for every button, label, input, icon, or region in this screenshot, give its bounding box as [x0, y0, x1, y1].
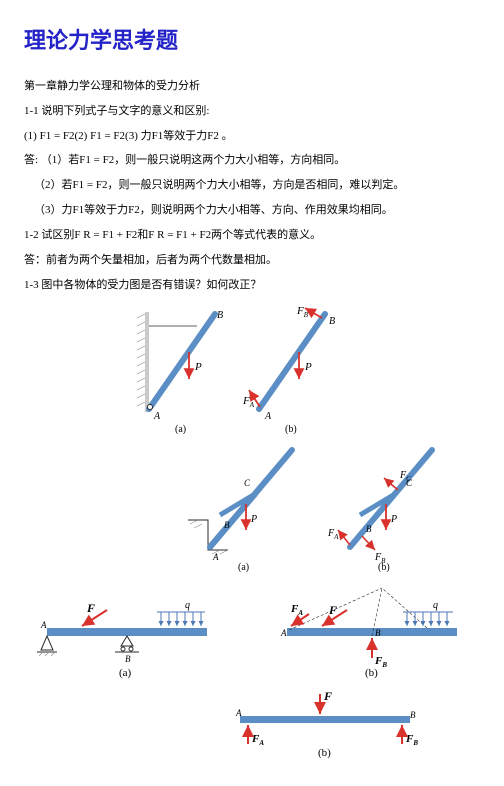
- label-P: P: [194, 361, 202, 373]
- f2b-P: P: [390, 514, 397, 525]
- f3b-A: A: [280, 628, 287, 638]
- figure-row-1: A B P (a) A B P FA FB (b): [0, 304, 480, 434]
- f2-cap-b: (b): [378, 562, 390, 572]
- label-fig-b: (b): [285, 424, 297, 434]
- f3-cap-a: (a): [119, 667, 132, 679]
- fig2: A B C P (a) FA FB FC B C P (b): [180, 442, 440, 572]
- f3a-B: B: [125, 654, 131, 664]
- figure-row-2: A B C P (a) FA FB FC B C P (b): [24, 442, 480, 572]
- figure-row-4: A B F FA FB (b): [24, 688, 480, 758]
- q1-1-ans: 答: （1）若F1 = F2，则一般只说明这两个力大小相等，方向相同。: [24, 150, 480, 171]
- f3b-F: F: [328, 603, 337, 617]
- f2b-B: B: [366, 524, 372, 534]
- label-P2: P: [304, 361, 312, 373]
- f2-B: B: [224, 520, 230, 530]
- figure-row-3: A B F q (a) A B FA F FB q (b): [24, 580, 480, 680]
- fig1: A B P (a) A B P FA FB (b): [127, 304, 347, 434]
- label-A2: A: [264, 411, 272, 422]
- q1-1: 1-1 说明下列式子与文字的意义和区别:: [24, 101, 480, 122]
- q1-2: 1-2 试区别F R = F1 + F2和F R = F1 + F2两个等式代表…: [24, 225, 480, 246]
- f3b-B: B: [375, 628, 381, 638]
- q1-3: 1-3 图中各物体的受力图是否有错误？如何改正？: [24, 275, 480, 296]
- f4-cap: (b): [318, 747, 331, 758]
- f3-cap-b: (b): [365, 667, 378, 679]
- f3b-FA: FA: [290, 603, 303, 617]
- q1-1-ans-3: （3）力F1等效于力F2，则说明两个力大小相等、方向、作用效果均相同。: [24, 200, 480, 221]
- label-B2: B: [329, 316, 335, 327]
- ans-label: 答:: [24, 154, 38, 166]
- f4-F: F: [323, 689, 332, 703]
- f2-C: C: [244, 478, 251, 488]
- f2-cap-a: (a): [238, 562, 249, 572]
- label-fig-a: (a): [175, 424, 186, 434]
- label-FB: FB: [296, 305, 309, 319]
- f3a-q: q: [185, 600, 190, 611]
- fig3: A B F q (a) A B FA F FB q (b): [27, 580, 477, 680]
- f4-FB: FB: [405, 733, 418, 747]
- q1-1-ans-2: （2）若F1 = F2，则一般只说明两个力大小相等，方向是否相同，难以判定。: [24, 175, 480, 196]
- label-B: B: [217, 310, 223, 321]
- q1-2-ans: 答：前者为两个矢量相加，后者为两个代数量相加。: [24, 250, 480, 271]
- q1-1-ans-1: （1）若F1 = F2，则一般只说明这两个力大小相等，方向相同。: [41, 154, 345, 166]
- f3a-A: A: [40, 620, 47, 630]
- label-A: A: [153, 411, 161, 422]
- chapter-heading: 第一章静力学公理和物体的受力分析: [24, 76, 480, 97]
- f3b-q: q: [433, 600, 438, 611]
- fig4: A B F FA FB (b): [220, 688, 430, 758]
- f4-FA: FA: [251, 733, 264, 747]
- f2b-C: C: [406, 478, 413, 488]
- f4-B: B: [410, 710, 416, 720]
- f2-A: A: [212, 552, 219, 562]
- q1-1-eq: (1) F1 = F2(2) F1 = F2(3) 力F1等效于力F2 。: [24, 126, 480, 147]
- f3a-F: F: [86, 601, 95, 615]
- f2-P: P: [250, 514, 257, 525]
- page-title: 理论力学思考题: [24, 20, 480, 62]
- f2b-FA: FA: [327, 528, 339, 541]
